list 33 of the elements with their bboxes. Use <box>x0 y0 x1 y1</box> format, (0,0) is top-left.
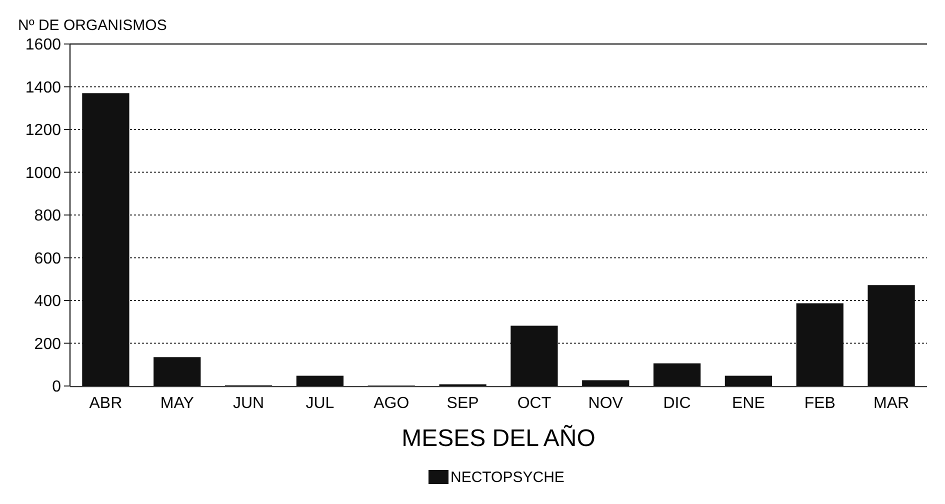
x-tick-label: DIC <box>663 395 691 412</box>
x-tick-label: JUN <box>232 395 264 412</box>
y-tick-label: 1600 <box>25 36 62 54</box>
x-tick-label: ENE <box>732 395 765 412</box>
x-tick-label: OCT <box>517 395 552 412</box>
x-tick-label: AGO <box>374 395 410 412</box>
x-axis-title: MESES DEL AÑO <box>402 424 596 452</box>
x-tick-label: MAR <box>874 395 910 412</box>
y-tick-label: 0 <box>52 378 62 396</box>
x-tick-label: JUL <box>306 395 334 412</box>
x-tick-label: FEB <box>804 395 836 412</box>
x-tick-label: SEP <box>446 395 479 412</box>
y-tick-label: 200 <box>34 336 62 353</box>
bar <box>653 363 701 386</box>
x-tick-label: ABR <box>89 395 122 412</box>
y-tick-label: 400 <box>34 293 62 310</box>
bar <box>868 285 915 386</box>
y-axis-title: Nº DE ORGANISMOS <box>18 17 167 34</box>
y-tick-label: 1000 <box>25 164 62 182</box>
x-tick-label: NOV <box>588 395 624 412</box>
bar <box>296 376 344 386</box>
y-tick-label: 1200 <box>25 122 62 140</box>
x-tick-label: MAY <box>160 395 194 412</box>
bar <box>796 303 844 386</box>
y-tick-label: 600 <box>34 250 62 268</box>
y-tick-label: 800 <box>34 208 62 225</box>
bar <box>82 93 130 386</box>
bar <box>154 357 201 386</box>
y-tick-label: 1400 <box>25 79 62 96</box>
bar <box>724 376 772 386</box>
bar <box>510 326 558 386</box>
bar <box>582 380 630 386</box>
legend-label: NECTOPSYCHE <box>450 469 564 486</box>
